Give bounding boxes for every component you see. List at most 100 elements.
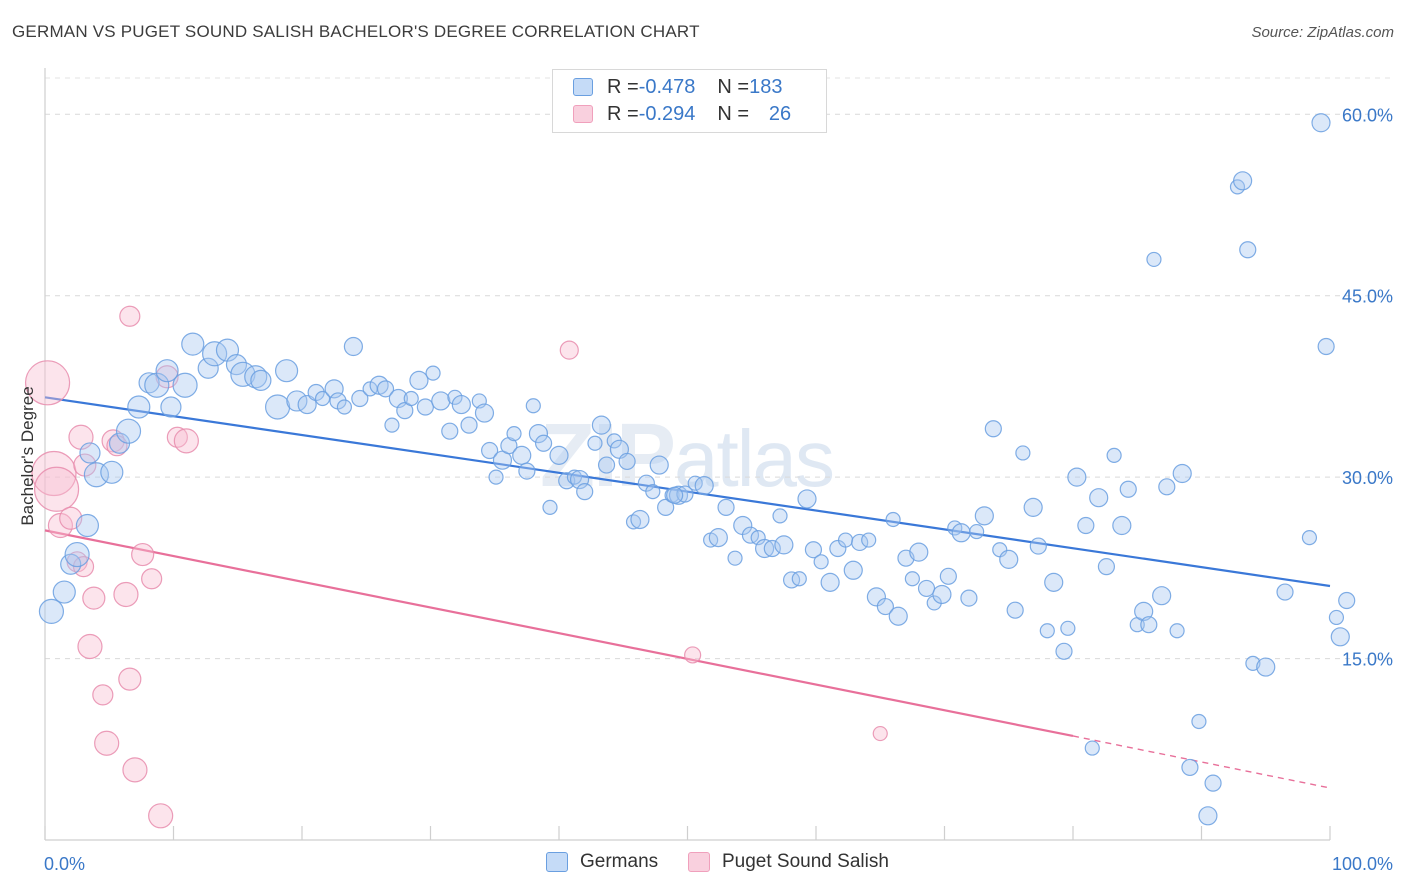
legend-r-value: -0.294 [638,102,696,125]
puget-point [148,803,174,829]
german-point [75,513,100,538]
german-point [181,332,205,356]
german-point [1338,591,1356,610]
axes [44,68,1331,841]
german-point [587,435,603,451]
german-point [1172,463,1192,484]
german-point [951,523,971,543]
german-point [666,486,684,504]
german-point [917,579,936,598]
german-point [64,541,90,568]
german-point [376,380,395,398]
german-point [843,560,863,580]
german-point [460,416,478,434]
german-point [1330,627,1350,647]
trend-lines [44,396,1331,789]
germans-trend-line [44,396,1331,588]
german-point [518,462,536,480]
puget-point [31,450,77,497]
german-point [297,394,317,415]
puget-legend-swatch [688,852,710,872]
puget-point [122,757,148,783]
german-point [866,587,886,607]
german-point [717,498,735,516]
german-point [264,394,291,420]
german-point [416,398,434,416]
y-axis-label: Bachelor's Degree [18,386,37,526]
watermark-bold: ZIP [540,406,676,506]
source-credit: Source: ZipAtlas.com [1251,24,1394,41]
german-point [969,523,985,540]
german-point [984,420,1002,438]
puget-point [173,428,199,454]
german-point [1060,620,1076,636]
german-point [782,571,801,589]
german-point [763,539,781,558]
german-point [1233,171,1253,191]
german-point [813,554,829,570]
german-point [999,549,1019,569]
puget-swatch [573,105,593,123]
german-point [1006,601,1024,619]
german-point [336,399,353,415]
puget-point [72,556,95,578]
german-point [425,365,441,381]
german-point [645,484,661,500]
puget-point [684,646,702,664]
german-point [512,445,532,465]
german-point [474,403,495,423]
german-point [431,391,451,411]
german-point [481,441,499,460]
german-point [525,398,541,414]
puget-point [92,684,114,706]
y-tick-label: 15.0% [1342,650,1393,670]
puget-point [94,730,120,756]
german-point [1239,241,1257,259]
legend-n-label: N = [717,102,750,125]
germans-legend-label: Germans [580,851,659,872]
puget-point [872,725,888,742]
german-point [1301,530,1318,546]
german-point [820,572,840,592]
german-point [528,424,549,444]
german-point [274,359,299,383]
german-point [396,402,414,420]
german-point [542,499,558,515]
german-point [960,589,978,607]
german-point [52,580,76,604]
germans-legend-swatch [546,852,568,872]
german-point [727,550,743,566]
german-point [829,539,847,558]
german-point [197,357,219,379]
german-point [506,426,522,442]
puget-point [166,426,188,448]
zipatlas-watermark: ZIPatlas [540,405,835,508]
german-point [974,506,994,526]
german-point [904,571,920,587]
german-point [441,422,459,440]
german-point [1181,758,1199,777]
puget-point [33,466,80,512]
tick-labels: 15.0% 30.0% 45.0% 60.0% 0.0% 100.0% [44,105,1393,874]
german-point [668,485,689,505]
german-point [885,511,901,528]
german-point [1089,488,1109,508]
german-point [694,476,714,496]
german-point [384,417,400,433]
puget-point [82,586,106,610]
german-point [1067,467,1087,487]
legend-n-value: 26 [768,102,792,125]
german-point [160,396,182,418]
german-point [1084,740,1100,756]
puget-point [24,360,71,406]
german-point [1191,713,1207,730]
german-point [804,541,823,559]
german-point [618,452,636,471]
bottom-legend-germans: Germans [546,851,658,873]
german-point [286,390,308,412]
german-point [447,389,463,405]
german-point [1311,113,1331,133]
german-point [1317,337,1335,356]
german-point [649,455,669,475]
